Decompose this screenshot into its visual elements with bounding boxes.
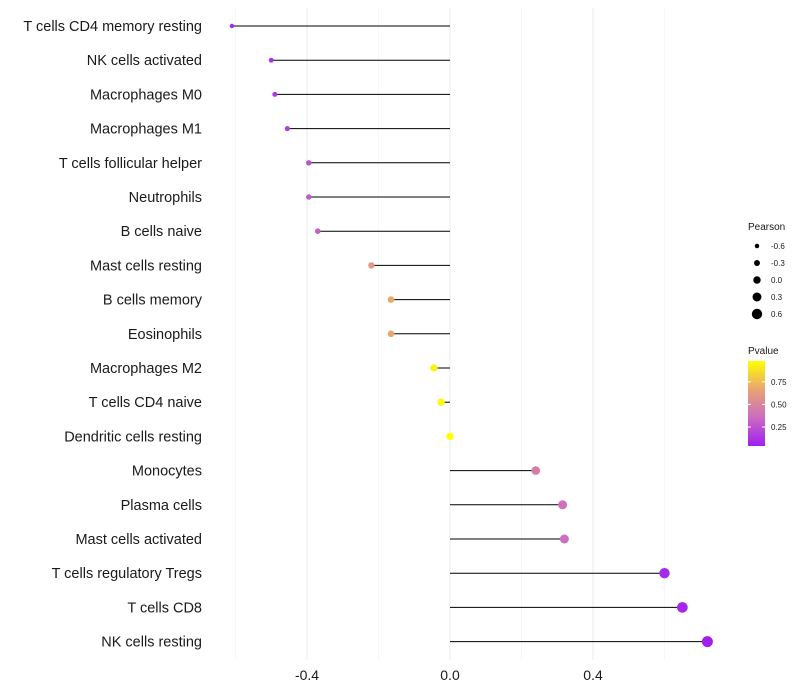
lollipop-point	[430, 364, 438, 372]
color-legend-bar	[748, 361, 765, 446]
x-tick-label: 0.4	[583, 667, 603, 683]
color-legend-label: 0.75	[771, 378, 787, 387]
lollipop-point	[272, 91, 278, 97]
category-label: B cells memory	[103, 293, 203, 309]
lollipop-point	[387, 330, 395, 338]
category-label: T cells CD4 memory resting	[23, 19, 202, 35]
category-label: NK cells activated	[87, 53, 202, 69]
lollipop-point	[677, 602, 688, 613]
lollipop-point	[268, 57, 274, 63]
category-label: Mast cells resting	[90, 258, 202, 274]
category-label: T cells CD8	[127, 600, 202, 616]
category-label: Macrophages M2	[90, 361, 202, 377]
lollipop-point	[306, 160, 312, 166]
size-legend-dot	[754, 260, 760, 266]
category-label: Monocytes	[132, 464, 202, 480]
lollipop-point	[659, 567, 670, 579]
size-legend-dot	[752, 292, 762, 302]
lollipop-point	[229, 23, 235, 29]
size-legend-dot	[754, 243, 760, 249]
x-tick-label: -0.4	[295, 667, 319, 683]
category-label: T cells regulatory Tregs	[52, 566, 202, 582]
x-tick-label: 0.0	[440, 667, 460, 683]
category-label: T cells follicular helper	[59, 156, 202, 172]
size-legend-title: Pearson	[748, 222, 785, 233]
lollipop-point	[559, 534, 569, 544]
lollipop-point	[437, 398, 445, 406]
lollipop-point	[368, 262, 375, 269]
category-label: B cells naive	[121, 224, 202, 240]
size-legend-label: 0.0	[771, 276, 783, 285]
lollipop-point	[558, 500, 568, 510]
lollipop-point	[306, 194, 312, 200]
lollipop-point	[701, 636, 713, 648]
category-label: Plasma cells	[121, 498, 202, 514]
category-label: Macrophages M0	[90, 87, 202, 103]
lollipop-point	[446, 432, 454, 441]
size-legend-label: -0.3	[771, 259, 785, 268]
color-legend-label: 0.50	[771, 400, 787, 409]
color-legend-title: Pvalue	[748, 346, 779, 357]
lollipop-point	[314, 228, 321, 234]
size-legend-label: 0.3	[771, 293, 783, 302]
category-label: T cells CD4 naive	[89, 395, 202, 411]
category-label: NK cells resting	[101, 635, 202, 651]
lollipop-point	[387, 296, 395, 303]
category-label: Neutrophils	[129, 190, 202, 206]
category-label: Eosinophils	[128, 327, 202, 343]
size-legend-label: 0.6	[771, 310, 783, 319]
lollipop-point	[284, 126, 290, 132]
category-label: Macrophages M1	[90, 122, 202, 138]
lollipop-point	[531, 466, 541, 475]
size-legend-dot	[751, 308, 763, 320]
size-legend-label: -0.6	[771, 242, 785, 251]
color-legend-label: 0.25	[771, 423, 787, 432]
category-label: Dendritic cells resting	[64, 429, 202, 445]
category-label: Mast cells activated	[75, 532, 202, 548]
size-legend-dot	[753, 276, 761, 284]
